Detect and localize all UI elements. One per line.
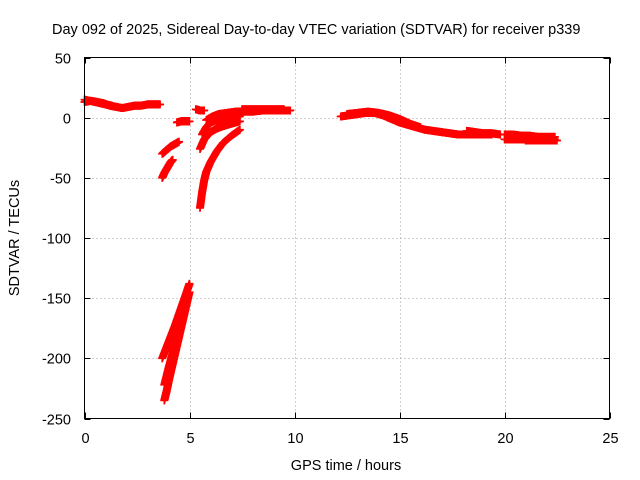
y-tick-label: -200 (42, 352, 71, 368)
data-point (553, 136, 561, 145)
y-tick-label: -50 (50, 172, 71, 188)
data-point (168, 155, 177, 164)
y-tick-label: 50 (55, 52, 71, 68)
data-series (521, 136, 561, 145)
data-series (191, 105, 209, 115)
x-tick-label: 10 (287, 431, 303, 447)
data-series (158, 137, 183, 158)
y-tick-label: -150 (42, 292, 71, 308)
y-tick-label: -250 (42, 413, 71, 429)
data-point (286, 106, 295, 115)
data-points (80, 95, 561, 405)
data-point (235, 125, 244, 134)
axis-ticks (84, 57, 611, 420)
data-series (238, 105, 288, 114)
data-series (80, 95, 116, 110)
data-series (462, 126, 505, 139)
y-tick-label: -100 (42, 232, 71, 248)
x-tick-label: 25 (602, 431, 618, 447)
y-tick-label: 0 (63, 112, 71, 128)
y-axis-label: SDTVAR / TECUs (7, 180, 23, 296)
tick-labels: 0 5 10 15 20 25 50 0 -50 -100 -150 -200 -250 (42, 52, 619, 448)
data-point (185, 288, 194, 297)
x-axis-label: GPS time / hours (291, 458, 401, 474)
x-tick-label: 5 (186, 431, 194, 447)
data-point (200, 106, 209, 115)
data-series (196, 125, 244, 212)
data-point (185, 279, 194, 288)
data-series (343, 107, 425, 132)
data-series (160, 288, 194, 405)
data-series (172, 117, 194, 127)
data-point (416, 123, 425, 132)
plot-frame (84, 57, 610, 419)
chart-title: Day 092 of 2025, Sidereal Day-to-day VTE… (52, 22, 580, 38)
data-point (156, 100, 165, 109)
x-tick-label: 0 (81, 431, 89, 447)
data-point (175, 137, 183, 146)
data-point (185, 117, 194, 126)
data-point (107, 101, 116, 110)
x-tick-label: 15 (392, 431, 408, 447)
x-tick-label: 20 (497, 431, 513, 447)
data-point (280, 105, 288, 114)
data-series (158, 155, 177, 182)
